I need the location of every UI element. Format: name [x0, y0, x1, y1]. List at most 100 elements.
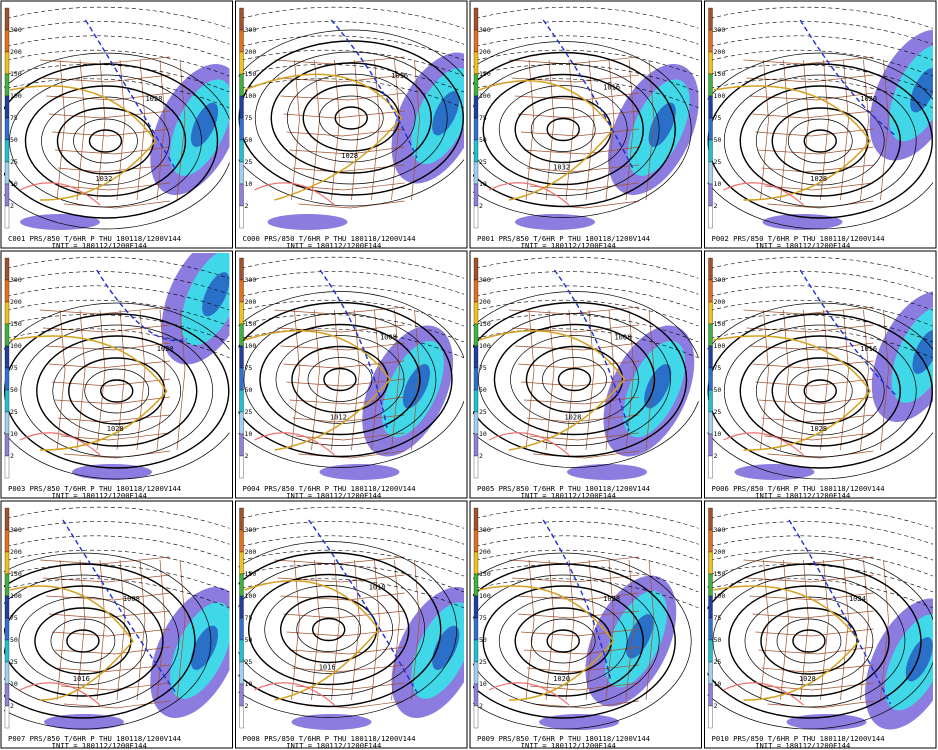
isobar [707, 302, 933, 480]
colorbar-segment [473, 279, 479, 303]
colorbar-segment [239, 705, 244, 729]
temp-contour [238, 64, 464, 93]
temp-contour [473, 64, 699, 93]
colorbar-tick: 10 [714, 430, 722, 438]
state-border [760, 559, 769, 701]
colorbar-tick: 100 [714, 592, 726, 600]
contour-label: 1032 [553, 164, 570, 172]
colorbar-tick: 2 [479, 452, 483, 460]
colorbar-tick: 75 [10, 114, 18, 122]
state-border [625, 309, 635, 451]
isobar [514, 607, 612, 675]
temp-contour [473, 549, 699, 577]
gold-contour [478, 585, 615, 701]
colorbar-tick: 50 [245, 136, 253, 144]
colorbar-tick: 2 [10, 452, 14, 460]
colorbar-tick: 200 [714, 48, 726, 56]
colorbar-tick: 50 [714, 136, 722, 144]
colorbar-tick: 100 [245, 92, 257, 100]
colorbar-segment [473, 705, 479, 729]
state-border [136, 559, 146, 701]
state-border [840, 59, 849, 201]
temp-contour [473, 578, 699, 609]
isobar [482, 585, 644, 697]
isobar [760, 607, 858, 675]
colorbar-tick: 50 [10, 636, 18, 644]
temp-contour [707, 6, 933, 29]
blue-contour [96, 269, 188, 342]
colorbar-segment [708, 279, 713, 303]
colorbar-segment [4, 705, 10, 729]
colorbar-tick: 2 [479, 702, 483, 710]
colorbar-segment [708, 705, 713, 729]
contour-label: 1028 [799, 675, 816, 683]
state-border [96, 309, 106, 451]
gold-contour [478, 330, 626, 451]
isobar [473, 41, 692, 218]
colorbar-segment [708, 29, 713, 53]
colorbar-tick: 75 [714, 364, 722, 372]
isobar [238, 541, 458, 718]
state-border [764, 432, 874, 441]
temp-contour [707, 78, 933, 109]
colorbar-tick: 150 [714, 570, 726, 578]
colorbar-segment [473, 389, 479, 413]
red-contour [488, 432, 570, 456]
temp-contour [4, 549, 230, 577]
state-border [291, 59, 300, 201]
colorbar-segment [708, 411, 713, 435]
panel-label: C000 PRS/850 T/6HR P THU 180118/1200V144 [243, 234, 416, 243]
map-panel: 1012 1008 300 200 150 100 75 50 25 10 2 P004 PRS/85… [235, 250, 468, 500]
isobar [238, 40, 464, 196]
panel-label: P005 PRS/850 T/6HR P THU 180118/1200V144 [477, 484, 650, 493]
state-border [800, 309, 809, 451]
isobar [473, 574, 660, 708]
colorbar-segment [708, 639, 713, 663]
state-border [60, 432, 171, 441]
temp-contour [473, 35, 699, 61]
colorbar-tick: 150 [479, 570, 491, 578]
isobar [546, 117, 580, 142]
isobar [4, 563, 196, 719]
temp-contour [707, 21, 933, 45]
isobar [557, 367, 592, 392]
colorbar-tick: 150 [479, 70, 491, 78]
colorbar-tick: 300 [10, 526, 22, 534]
colorbar-segment [708, 183, 713, 207]
state-border [48, 360, 171, 369]
colorbar-segment [4, 639, 10, 663]
colorbar-segment [708, 595, 713, 619]
gold-contour [713, 585, 860, 701]
colorbar-tick: 150 [714, 70, 726, 78]
colorbar-segment [473, 205, 479, 229]
isobar [473, 563, 676, 719]
colorbar-tick: 300 [245, 26, 257, 34]
temp-contour [707, 506, 933, 529]
colorbar-tick: 10 [714, 680, 722, 688]
isobar [755, 96, 885, 186]
state-border [292, 664, 405, 673]
colorbar-tick: 10 [479, 180, 487, 188]
temp-contour [473, 314, 699, 343]
panel-init: INIT = 180112/1200F144 [52, 241, 147, 250]
colorbar-segment [4, 661, 10, 685]
colorbar-segment [4, 301, 10, 325]
temp-contour [4, 535, 230, 561]
colorbar-tick: 150 [10, 320, 22, 328]
map-panel: 1020 1028 300 200 150 100 75 50 25 10 2 P009 PRS/85… [469, 500, 702, 750]
colorbar-segment [473, 73, 479, 97]
colorbar-tick: 10 [245, 680, 253, 688]
colorbar-segment [473, 139, 479, 163]
colorbar-tick: 25 [10, 658, 18, 666]
colorbar-tick: 200 [714, 298, 726, 306]
temp-contour [707, 535, 933, 561]
colorbar-segment [239, 661, 244, 685]
isobar [787, 118, 853, 164]
isobar [73, 118, 138, 164]
colorbar-segment [473, 411, 479, 435]
contour-label: 1012 [330, 414, 347, 422]
colorbar-segment [4, 73, 10, 97]
colorbar-segment [473, 301, 479, 325]
isobar [803, 129, 837, 153]
